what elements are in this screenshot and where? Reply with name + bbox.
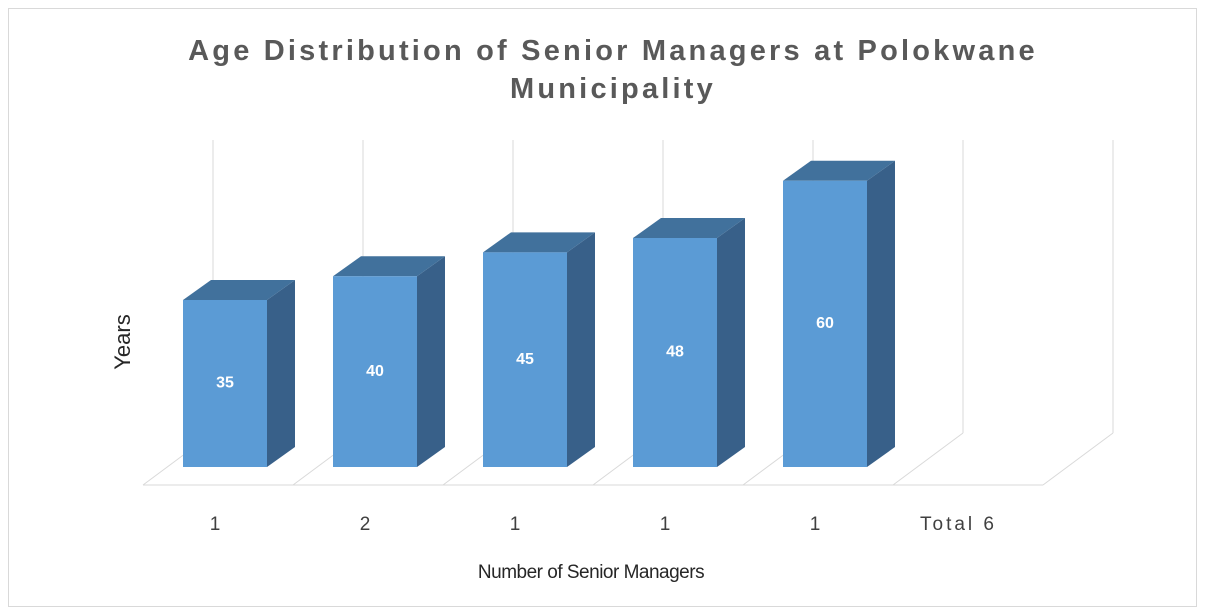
bar-top xyxy=(333,256,445,277)
data-label: 40 xyxy=(366,363,384,380)
bar xyxy=(183,280,295,467)
bar xyxy=(483,232,595,467)
floor-line xyxy=(1042,432,1114,486)
x-tick-label: Total 6 xyxy=(920,514,997,535)
bar-side xyxy=(567,232,595,467)
bar-side xyxy=(717,218,745,467)
bar-side xyxy=(267,280,295,467)
x-tick-label: 1 xyxy=(510,514,521,535)
data-label: 48 xyxy=(666,344,684,361)
bar xyxy=(783,160,895,468)
bar-front xyxy=(333,276,417,467)
bar xyxy=(633,218,745,467)
y-axis-label: Years xyxy=(110,314,135,369)
bar-front xyxy=(633,238,717,467)
chart-title: Age Distribution of Senior Managers at P… xyxy=(188,35,1038,105)
x-tick-label: 1 xyxy=(210,514,221,535)
chart-border xyxy=(8,8,1197,607)
bar-front xyxy=(483,252,567,467)
x-tick-label: 1 xyxy=(660,514,671,535)
bar-side xyxy=(867,160,895,468)
bar-top xyxy=(783,160,895,181)
bar-side xyxy=(417,256,445,467)
bar xyxy=(333,256,445,467)
data-label: 60 xyxy=(816,315,834,332)
bar-front xyxy=(183,300,267,467)
data-label: 35 xyxy=(216,375,234,392)
bar-front xyxy=(783,180,867,468)
x-tick-label: 2 xyxy=(360,514,371,535)
bar-top xyxy=(183,280,295,301)
bar-top xyxy=(633,218,745,239)
bar-top xyxy=(483,232,595,253)
data-label: 45 xyxy=(516,351,534,368)
x-tick-label: 1 xyxy=(810,514,821,535)
x-axis-label: Number of Senior Managers xyxy=(478,562,704,583)
floor-line xyxy=(892,432,964,486)
